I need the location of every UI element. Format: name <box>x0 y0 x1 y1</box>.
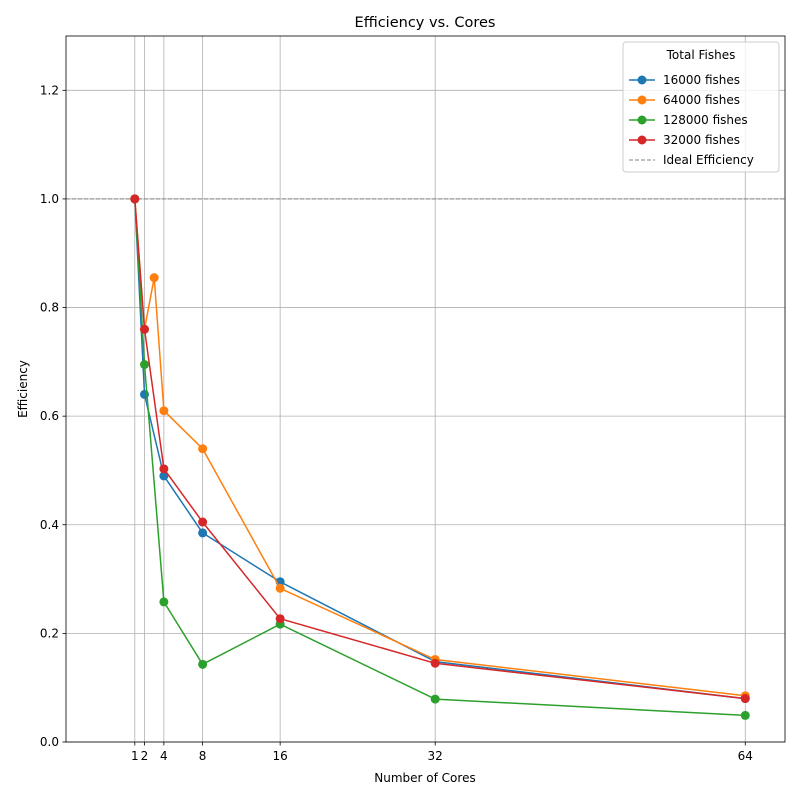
legend-title: Total Fishes <box>666 48 736 62</box>
axis-ticks: 1 2 4 8 16 32 64 0.0 0.2 0.4 0.6 0.8 1.0 1.2 <box>40 83 753 763</box>
data-point <box>198 517 208 527</box>
y-axis-label: Efficiency <box>16 360 30 418</box>
chart-title: Efficiency vs. Cores <box>355 15 496 31</box>
data-point <box>139 324 149 334</box>
data-point <box>130 194 140 204</box>
data-point <box>139 360 149 370</box>
y-tick-label: 0.2 <box>40 626 59 640</box>
y-tick-label: 1.2 <box>40 83 59 97</box>
x-tick-label: 1 <box>131 749 139 763</box>
legend-swatch-marker <box>637 115 647 125</box>
series-line <box>134 198 746 700</box>
y-tick-label: 0.4 <box>40 518 59 532</box>
x-tick-label: 2 <box>141 749 149 763</box>
legend-entry: 32000 fishes <box>629 133 740 147</box>
legend-entry: 128000 fishes <box>629 113 748 127</box>
legend-label: 128000 fishes <box>663 113 748 127</box>
series-0 <box>130 194 750 704</box>
y-tick-label: 0.8 <box>40 301 59 315</box>
data-point <box>198 444 208 454</box>
legend-label: 32000 fishes <box>663 133 740 147</box>
y-tick-label: 0.0 <box>40 735 59 749</box>
series-2 <box>130 194 750 720</box>
x-tick-label: 32 <box>428 749 443 763</box>
data-point <box>159 597 169 607</box>
data-point <box>159 406 169 416</box>
data-point <box>275 583 285 593</box>
series-line <box>134 198 746 697</box>
data-point <box>198 659 208 669</box>
data-point <box>275 614 285 624</box>
data-point <box>740 694 750 704</box>
data-point <box>149 273 159 283</box>
x-tick-label: 8 <box>199 749 207 763</box>
series-layer <box>130 194 750 720</box>
data-point <box>198 528 208 538</box>
legend-entry: 16000 fishes <box>629 73 740 87</box>
legend-swatch-marker <box>637 75 647 85</box>
series-1 <box>130 194 750 701</box>
series-line <box>134 198 746 717</box>
data-point <box>159 464 169 474</box>
legend-label: 16000 fishes <box>663 73 740 87</box>
plot-frame <box>65 35 786 743</box>
data-point <box>159 471 169 481</box>
x-tick-label: 4 <box>160 749 168 763</box>
legend-frame <box>622 41 780 173</box>
series-line <box>134 198 746 700</box>
legend-entry: 64000 fishes <box>629 93 740 107</box>
legend-label: Ideal Efficiency <box>663 153 754 167</box>
data-point <box>430 658 440 668</box>
y-tick-label: 0.6 <box>40 409 59 423</box>
legend: Total Fishes 16000 fishes 64000 fishes 128… <box>622 41 780 173</box>
x-tick-label: 64 <box>738 749 753 763</box>
data-point <box>430 694 440 704</box>
legend-entry: Ideal Efficiency <box>629 153 754 167</box>
series-3 <box>130 194 750 704</box>
legend-items: 16000 fishes 64000 fishes 128000 fishes 320… <box>629 73 754 167</box>
legend-label: 64000 fishes <box>663 93 740 107</box>
legend-swatch-marker <box>637 95 647 105</box>
y-tick-label: 1.0 <box>40 192 59 206</box>
x-tick-label: 16 <box>273 749 288 763</box>
data-point <box>740 710 750 720</box>
legend-swatch-marker <box>637 135 647 145</box>
x-axis-label: Number of Cores <box>374 771 475 785</box>
